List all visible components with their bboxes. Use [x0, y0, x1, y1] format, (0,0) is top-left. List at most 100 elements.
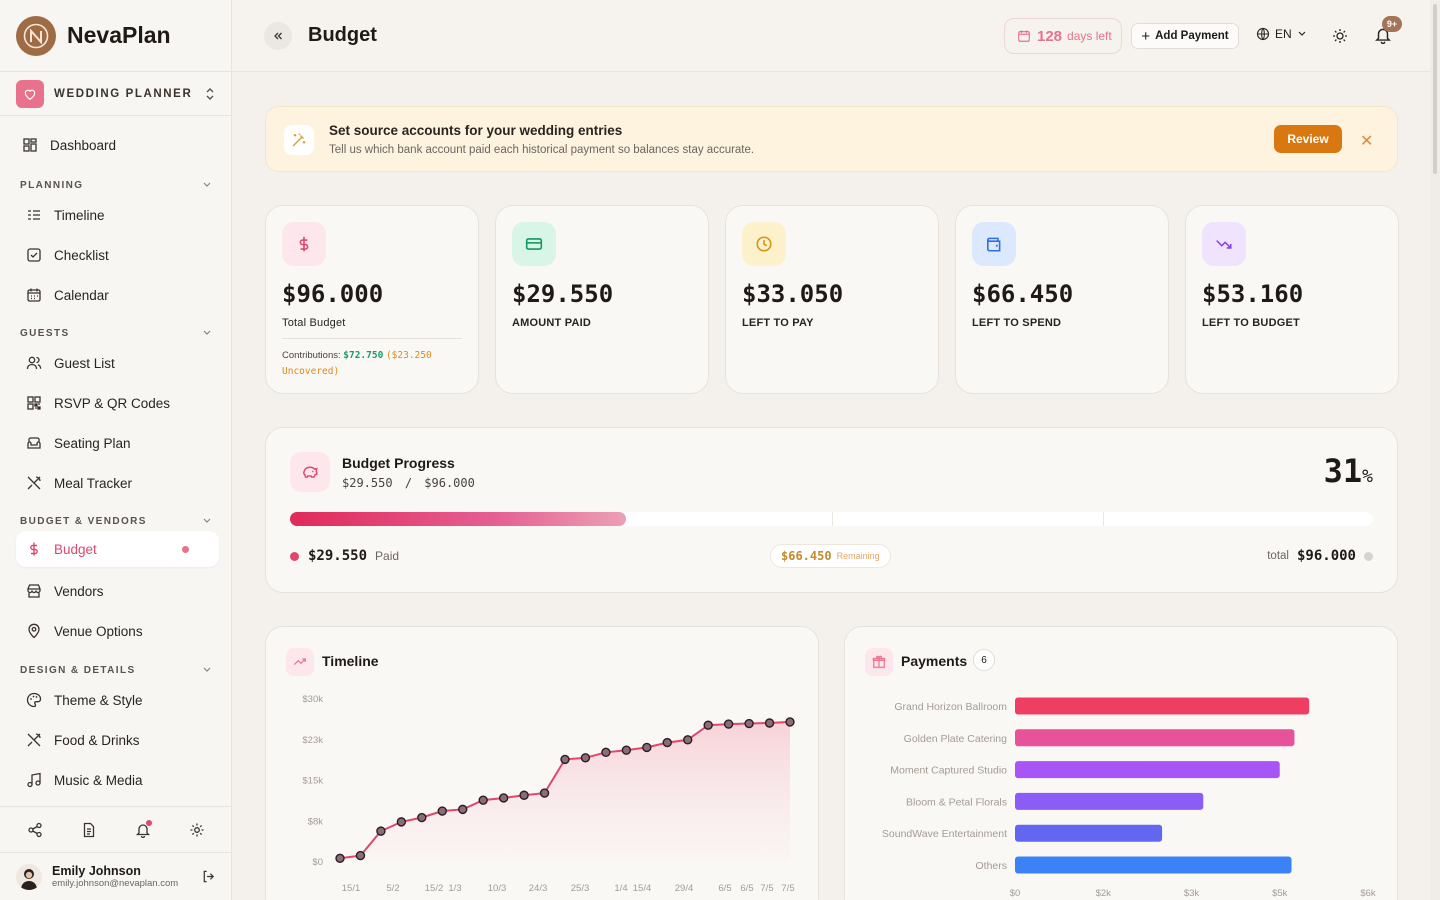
magic-wand-icon	[284, 125, 314, 155]
section-budget-vendors[interactable]: BUDGET & VENDORS	[0, 511, 231, 531]
x-tick-label: 6/5	[740, 883, 753, 894]
remaining-label: Remaining	[836, 551, 880, 561]
progress-paid-amount: $29.550	[342, 476, 393, 490]
sun-icon[interactable]	[1332, 28, 1348, 44]
days-left-badge[interactable]: 128 days left	[1004, 18, 1122, 54]
nav-food-drinks[interactable]: Food & Drinks	[0, 720, 231, 760]
close-icon[interactable]: ✕	[1360, 133, 1374, 150]
x-tick-label: 1/3	[448, 883, 461, 894]
paid-label: Paid	[375, 549, 400, 563]
user-profile[interactable]: Emily Johnson emily.johnson@nevaplan.com	[0, 852, 232, 900]
paid-summary: $29.550 Paid	[290, 548, 399, 564]
progress-separator: /	[404, 476, 413, 490]
paid-dot	[290, 551, 299, 561]
section-planning-label: PLANNING	[20, 179, 84, 191]
y-tick-label: $15k	[302, 776, 323, 787]
stat-label: LEFT TO BUDGET	[1202, 317, 1300, 329]
utensils-icon	[27, 733, 41, 747]
nav-budget[interactable]: Budget	[16, 531, 219, 567]
section-planning[interactable]: PLANNING	[0, 175, 231, 195]
stat-value: $53.160	[1202, 280, 1304, 308]
logo-icon	[16, 15, 56, 56]
sidebar-tools	[0, 806, 232, 852]
chevrons-left-icon	[274, 32, 282, 40]
user-name: Emily Johnson	[52, 864, 141, 878]
x-tick-label: $3k	[1184, 888, 1200, 899]
add-payment-button[interactable]: + Add Payment	[1131, 23, 1239, 49]
data-point	[683, 735, 693, 745]
review-button[interactable]: Review	[1274, 125, 1342, 153]
nav-guest-list-label: Guest List	[54, 355, 115, 371]
nav-guest-list[interactable]: Guest List	[0, 343, 231, 383]
nav-seating-label: Seating Plan	[54, 435, 131, 451]
category-label: Others	[975, 860, 1007, 872]
stat-value: $66.450	[972, 280, 1074, 308]
nav-music-media[interactable]: Music & Media	[0, 760, 231, 800]
page-scrollbar[interactable]	[1430, 0, 1440, 900]
trending-down-icon	[1202, 222, 1246, 266]
scrollbar-thumb[interactable]	[1433, 4, 1437, 174]
bar	[1015, 761, 1280, 779]
document-icon[interactable]	[81, 822, 97, 838]
contributions-summary: Contributions: $72.750 ($23.250 Uncovere…	[282, 348, 472, 380]
settings-gear-icon[interactable]	[189, 822, 205, 838]
data-point	[703, 720, 713, 730]
remaining-pill: $66.450 Remaining	[770, 544, 891, 568]
grid-icon	[23, 138, 37, 152]
brand[interactable]: NevaPlan	[0, 0, 231, 72]
nav-vendors[interactable]: Vendors	[0, 571, 231, 611]
section-guests[interactable]: GUESTS	[0, 323, 231, 343]
nav-calendar[interactable]: Calendar	[0, 275, 231, 315]
nav-seating[interactable]: Seating Plan	[0, 423, 231, 463]
nav-food-label: Food & Drinks	[54, 732, 140, 748]
payments-card: Payments 6 Grand Horizon Ballroom Golden …	[844, 626, 1398, 900]
language-label: EN	[1275, 27, 1292, 41]
nav-checklist[interactable]: Checklist	[0, 235, 231, 275]
data-point	[621, 745, 632, 755]
project-name: WEDDING PLANNER	[54, 87, 193, 100]
total-label: total	[1267, 550, 1289, 562]
sofa-icon	[27, 437, 41, 449]
music-icon	[27, 772, 41, 788]
x-tick-label: 29/4	[675, 883, 694, 894]
nav-theme-style[interactable]: Theme & Style	[0, 680, 231, 720]
data-point	[335, 853, 345, 863]
notification-tool[interactable]	[135, 819, 152, 838]
chevron-down-icon	[203, 667, 211, 672]
progress-divider	[1103, 512, 1104, 526]
nav-rsvp[interactable]: RSVP & QR Codes	[0, 383, 231, 423]
notification-badge: 9+	[1382, 16, 1402, 32]
section-design-label: DESIGN & DETAILS	[20, 664, 136, 676]
heart-icon	[16, 79, 44, 108]
share-icon[interactable]	[27, 822, 43, 838]
chevron-down-icon	[1298, 31, 1306, 36]
x-tick-label: 10/3	[488, 883, 507, 894]
section-design-details[interactable]: DESIGN & DETAILS	[0, 660, 231, 680]
project-switcher[interactable]: WEDDING PLANNER	[0, 72, 231, 116]
x-tick-label: 25/3	[571, 883, 590, 894]
nav-venue-options[interactable]: Venue Options	[0, 611, 231, 651]
user-email: emily.johnson@nevaplan.com	[52, 878, 179, 889]
data-point	[723, 719, 734, 729]
progress-divider	[832, 512, 833, 526]
data-point	[478, 795, 488, 805]
stat-card-left-to-spend: $66.450 LEFT TO SPEND	[955, 205, 1169, 394]
data-point	[519, 790, 529, 800]
data-point	[376, 826, 386, 836]
data-point	[601, 747, 611, 758]
bar	[1015, 856, 1292, 874]
nav-timeline[interactable]: Timeline	[0, 195, 231, 235]
nav-dashboard[interactable]: Dashboard	[0, 125, 231, 165]
nav-checklist-label: Checklist	[54, 247, 109, 263]
data-point	[417, 812, 427, 823]
progress-subtitle: $29.550 / $96.000	[342, 476, 475, 490]
chevron-down-icon	[203, 182, 211, 187]
clock-icon	[742, 222, 786, 266]
nav-meal-tracker[interactable]: Meal Tracker	[0, 463, 231, 503]
x-tick-label: 5/2	[386, 883, 399, 894]
collapse-sidebar-button[interactable]	[264, 22, 292, 50]
language-selector[interactable]: EN	[1256, 27, 1306, 41]
nav-venue-label: Venue Options	[54, 623, 143, 639]
logout-icon[interactable]	[201, 869, 216, 884]
data-point	[560, 754, 570, 765]
